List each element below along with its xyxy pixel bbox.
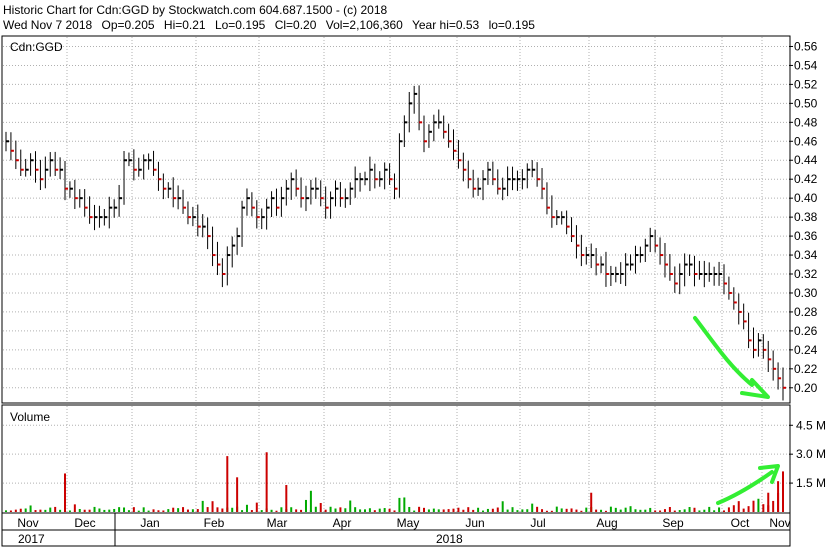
quote-low: Lo=0.195 — [214, 18, 266, 32]
quote-year-high: Year hi=0.53 — [411, 18, 480, 32]
month-label: May — [397, 516, 420, 530]
quote-date: Wed Nov 7 2018 — [3, 18, 93, 32]
volume-tick-label: 3.0 M — [796, 447, 826, 461]
month-label: Aug — [596, 516, 617, 530]
up-arrowhead-icon — [758, 464, 780, 484]
price-tick-label: 0.40 — [794, 191, 818, 205]
trend-annotation — [693, 316, 780, 505]
price-tick-label: 0.22 — [794, 362, 818, 376]
quote-high: Hi=0.21 — [163, 18, 206, 32]
up-arrow-icon — [716, 470, 774, 505]
volume-axis: 4.5 M 3.0 M 1.5 M — [789, 418, 826, 490]
month-label: Mar — [267, 516, 288, 530]
quote-volume: Vol=2,106,360 — [325, 18, 403, 32]
quote-close: Cl=0.20 — [274, 18, 317, 32]
volume-tick-label: 1.5 M — [796, 476, 826, 490]
price-tick-label: 0.28 — [794, 305, 818, 319]
price-panel-frame — [1, 35, 791, 404]
month-label: Apr — [333, 516, 352, 530]
price-tick-label: 0.36 — [794, 229, 818, 243]
quote-open: Op=0.205 — [101, 18, 155, 32]
price-tick-label: 0.30 — [794, 286, 818, 300]
price-tick-label: 0.24 — [794, 343, 818, 357]
month-label: Dec — [74, 516, 95, 530]
month-axis: Nov Dec Jan Feb Mar Apr May Jun Jul Aug Sep Oct Nov — [17, 516, 790, 530]
volume-panel-label: Volume — [10, 410, 50, 424]
quote-year-low: lo=0.195 — [488, 18, 535, 32]
year-label-2018: 2018 — [436, 532, 463, 546]
price-tick-label: 0.50 — [794, 96, 818, 110]
year-label-2017: 2017 — [18, 532, 45, 546]
month-label: Jun — [465, 516, 484, 530]
down-arrowhead-icon — [740, 378, 770, 399]
month-label: Oct — [731, 516, 750, 530]
month-label: Sep — [662, 516, 684, 530]
price-tick-label: 0.54 — [794, 58, 818, 72]
volume-tick-label: 4.5 M — [796, 418, 826, 432]
month-label: Nov — [17, 516, 38, 530]
price-tick-label: 0.38 — [794, 210, 818, 224]
ticker-legend: Cdn:GGD — [10, 40, 63, 54]
volume-panel-frame — [1, 404, 791, 514]
price-tick-label: 0.42 — [794, 172, 818, 186]
volume-bars — [5, 452, 784, 512]
price-tick-label: 0.46 — [794, 134, 818, 148]
month-label: Jul — [530, 516, 545, 530]
month-label: Jan — [140, 516, 159, 530]
month-label: Nov — [769, 516, 790, 530]
month-label: Feb — [204, 516, 225, 530]
quote-summary: Wed Nov 7 2018 Op=0.205 Hi=0.21 Lo=0.195… — [3, 18, 541, 32]
chart-title: Historic Chart for Cdn:GGD by Stockwatch… — [3, 3, 388, 17]
price-tick-label: 0.52 — [794, 77, 818, 91]
year-axis-frame — [1, 529, 791, 547]
price-tick-label: 0.56 — [794, 39, 818, 53]
price-tick-label: 0.32 — [794, 267, 818, 281]
price-tick-label: 0.26 — [794, 324, 818, 338]
price-tick-label: 0.48 — [794, 115, 818, 129]
price-tick-label: 0.20 — [794, 381, 818, 395]
price-axis: 0.56 0.54 0.52 0.50 0.48 0.46 0.44 0.42 0.40 0.38… — [789, 39, 818, 395]
price-tick-label: 0.34 — [794, 248, 818, 262]
grid-lines — [3, 37, 789, 512]
down-arrow-icon — [693, 316, 754, 387]
price-bars — [5, 85, 786, 401]
price-tick-label: 0.44 — [794, 153, 818, 167]
